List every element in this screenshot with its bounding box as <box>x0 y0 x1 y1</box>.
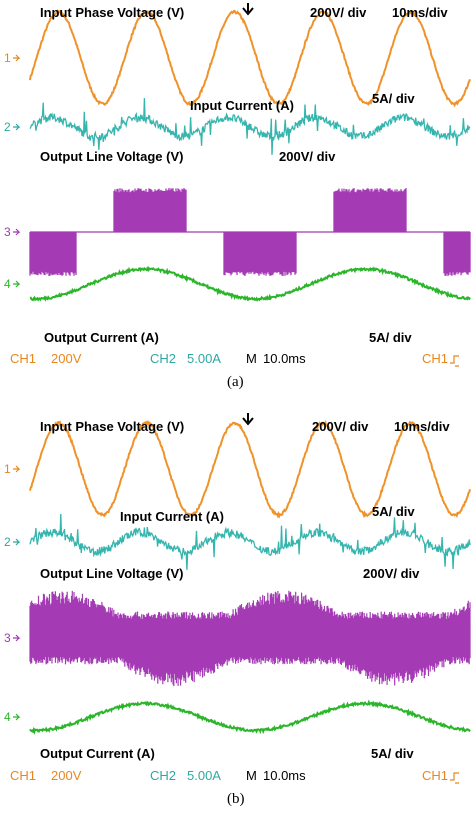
ch1-marker: 1 <box>4 462 11 476</box>
ch4-marker: 4 <box>4 710 11 724</box>
ch3-arrow-icon <box>13 228 21 236</box>
label-output-current: Output Current (A) <box>44 330 159 345</box>
trace-group <box>29 9 471 302</box>
ch4-arrow-icon <box>13 713 21 721</box>
trace-ch3 <box>29 590 471 687</box>
trace-ch1 <box>29 419 471 519</box>
ch3-arrow-icon <box>13 634 21 642</box>
trace-ch2 <box>29 98 471 155</box>
ch4-arrow-icon <box>13 280 21 288</box>
scope-panel-a: 1 2 3 4 Input Phase Voltage (V) 200V/ di… <box>0 0 474 390</box>
label-scale-ch2: 5A/ div <box>372 91 415 106</box>
footer-mode: M <box>246 351 257 366</box>
trace-ch4 <box>29 699 471 735</box>
footer-ch2: CH2 <box>150 351 176 366</box>
rising-edge-icon <box>450 355 459 367</box>
trigger-marker-icon <box>242 3 254 16</box>
caption-b: (b) <box>227 791 245 807</box>
trace-ch2 <box>29 513 471 570</box>
ch2-arrow-icon <box>13 123 21 131</box>
scope-footer <box>0 766 474 786</box>
scope-footer <box>0 348 474 368</box>
ch2-marker: 2 <box>4 120 11 134</box>
ch2-marker: 2 <box>4 535 11 549</box>
label-timebase: 10ms/div <box>392 5 448 20</box>
label-scale-ch4: 5A/ div <box>369 330 412 345</box>
trace-ch1 <box>29 9 471 108</box>
footer-trigger-ch: CH1 <box>422 768 448 783</box>
footer-ch2-scale: 5.00A <box>187 768 221 783</box>
label-input-phase-voltage: Input Phase Voltage (V) <box>40 419 184 434</box>
label-scale-ch2: 5A/ div <box>372 504 415 519</box>
scope-panel-b: 1 2 3 4 Input Phase Voltage (V) 200V/ di… <box>0 410 474 807</box>
footer-ch1: CH1 <box>10 351 36 366</box>
label-scale-ch1: 200V/ div <box>310 5 367 20</box>
caption-a: (a) <box>227 374 244 390</box>
label-input-current: Input Current (A) <box>120 509 224 524</box>
label-output-line-voltage: Output Line Voltage (V) <box>40 566 183 581</box>
ch3-marker: 3 <box>4 225 11 239</box>
ch1-arrow-icon <box>13 465 21 473</box>
label-scale-ch4: 5A/ div <box>371 746 414 761</box>
footer-mode: M <box>246 768 257 783</box>
label-input-phase-voltage: Input Phase Voltage (V) <box>40 5 184 20</box>
trace-ch3 <box>29 188 471 276</box>
trace-group <box>29 419 471 735</box>
footer-ch1-scale: 200V <box>51 768 82 783</box>
label-scale-ch1: 200V/ div <box>312 419 369 434</box>
footer-ch1-scale: 200V <box>51 351 82 366</box>
label-scale-ch3: 200V/ div <box>363 566 420 581</box>
label-output-line-voltage: Output Line Voltage (V) <box>40 149 183 164</box>
footer-ch1: CH1 <box>10 768 36 783</box>
ch1-marker: 1 <box>4 51 11 65</box>
label-output-current: Output Current (A) <box>40 746 155 761</box>
footer-ch2-scale: 5.00A <box>187 351 221 366</box>
ch1-arrow-icon <box>13 54 21 62</box>
footer-timebase: 10.0ms <box>263 768 306 783</box>
label-scale-ch3: 200V/ div <box>279 149 336 164</box>
ch2-arrow-icon <box>13 538 21 546</box>
footer-trigger-ch: CH1 <box>422 351 448 366</box>
label-input-current: Input Current (A) <box>190 98 294 113</box>
trigger-marker-icon <box>242 413 254 426</box>
label-timebase: 10ms/div <box>394 419 450 434</box>
footer-ch2: CH2 <box>150 768 176 783</box>
trace-ch4 <box>29 266 471 302</box>
scope-screen <box>30 0 470 344</box>
ch3-marker: 3 <box>4 631 11 645</box>
footer-timebase: 10.0ms <box>263 351 306 366</box>
ch4-marker: 4 <box>4 277 11 291</box>
rising-edge-icon <box>450 772 459 784</box>
